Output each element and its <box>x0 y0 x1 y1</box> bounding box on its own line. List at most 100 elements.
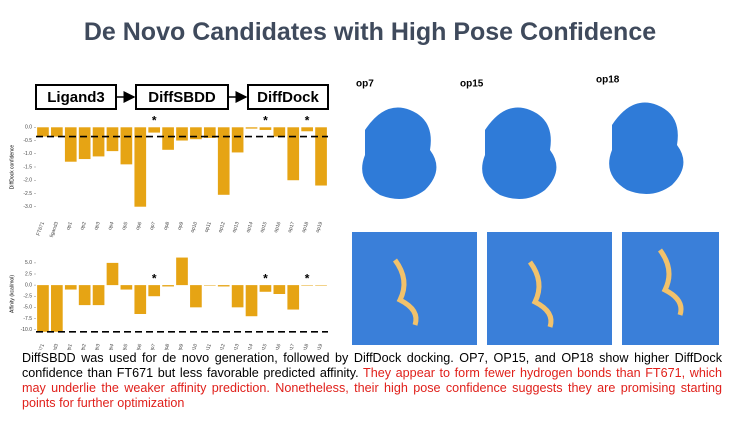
bar <box>217 285 230 287</box>
y-tick-label: 2.5 <box>25 271 32 277</box>
bar <box>176 257 188 286</box>
x-tick-label: op12 <box>217 343 227 350</box>
flow: Ligand3 DiffSBDD DiffDock <box>35 84 329 110</box>
bar <box>217 127 230 195</box>
image-label: op7 <box>356 79 374 90</box>
bar <box>287 285 300 310</box>
annotation: * <box>305 271 310 285</box>
x-tick-label: op1 <box>65 221 74 231</box>
bar <box>148 127 161 133</box>
x-tick-label: op15 <box>259 343 269 350</box>
x-tick-label: FT671 <box>35 343 46 350</box>
annotation: * <box>152 113 157 127</box>
bar <box>287 127 300 181</box>
x-tick-label: ligand3 <box>49 221 60 238</box>
y-axis-label: DiffDock confidence <box>9 145 15 190</box>
x-tick-label: op7 <box>149 221 158 231</box>
flow-label: DiffSBDD <box>148 89 216 106</box>
bar <box>37 127 49 137</box>
bar <box>245 127 258 129</box>
y-tick-label: 5.0 <box>25 260 32 266</box>
bar <box>37 285 49 332</box>
bar <box>92 285 105 306</box>
bar <box>273 127 286 137</box>
bar <box>92 127 105 157</box>
x-tick-label: op8 <box>163 221 172 231</box>
bar <box>51 285 63 332</box>
slide-title: De Novo Candidates with High Pose Confid… <box>83 18 657 46</box>
y-axis-label: Affinity (kcal/mol) <box>9 275 15 313</box>
flow-box <box>247 84 329 110</box>
x-tick-label: op8 <box>163 343 172 350</box>
x-tick-label: op9 <box>177 221 186 231</box>
x-tick-label: op6 <box>135 343 144 350</box>
bar <box>134 127 147 207</box>
y-tick-label: -1.0 <box>23 151 32 157</box>
bar <box>162 127 174 150</box>
bar <box>106 262 119 286</box>
x-tick-label: op6 <box>135 221 144 231</box>
bar <box>64 285 77 290</box>
x-tick-label: op9 <box>177 343 186 350</box>
bar <box>315 285 327 286</box>
x-tick-label: op16 <box>273 221 283 234</box>
bar <box>190 127 202 140</box>
x-tick-label: op10 <box>190 343 200 350</box>
x-tick-label: op5 <box>121 343 130 350</box>
y-tick-label: -1.5 <box>23 164 32 170</box>
x-tick-label: op4 <box>107 221 116 231</box>
flow-label: DiffDock <box>257 89 319 106</box>
x-tick-label: op19 <box>315 343 325 350</box>
x-tick-label: op13 <box>231 343 241 350</box>
y-tick-label: 0.0 <box>25 282 32 288</box>
x-tick-label: op17 <box>287 343 297 350</box>
caption: DiffSBDD was used for de novo generation… <box>22 351 722 411</box>
bar <box>162 285 174 287</box>
bar <box>301 285 313 286</box>
bar <box>106 127 119 152</box>
x-tick-label: op3 <box>93 221 102 231</box>
bar <box>259 285 272 292</box>
x-tick-label: op2 <box>79 221 88 231</box>
bar <box>231 285 244 308</box>
annotation: * <box>263 271 268 285</box>
x-tick-label: op3 <box>93 343 102 350</box>
bar <box>78 285 91 306</box>
x-tick-label: op7 <box>149 343 158 350</box>
x-tick-label: op19 <box>315 221 325 234</box>
bar <box>64 127 77 162</box>
caption-highlight: They appear to form fewer hydrogen bonds… <box>22 366 722 410</box>
flow-label: Ligand3 <box>47 89 105 106</box>
bar <box>203 127 216 138</box>
flow-box <box>35 84 117 110</box>
y-tick-label: -2.0 <box>23 178 32 184</box>
bar <box>259 127 272 130</box>
y-tick-label: -10.0 <box>21 327 33 333</box>
x-tick-label: op4 <box>107 343 116 350</box>
x-tick-label: op15 <box>259 221 269 234</box>
annotation: * <box>305 113 310 127</box>
x-tick-label: ligand3 <box>49 343 60 350</box>
figure: Ligand3 DiffSBDD DiffDock op7 op15 op18 … <box>9 75 719 350</box>
y-tick-label: -3.0 <box>23 204 32 210</box>
flow-box <box>135 84 229 110</box>
structures: op7 op15 op18 <box>352 75 719 345</box>
bar <box>190 285 202 308</box>
y-tick-label: -2.5 <box>23 191 32 197</box>
bar <box>78 127 91 160</box>
x-tick-label: op18 <box>301 343 311 350</box>
bar <box>120 127 133 165</box>
bar <box>315 127 327 186</box>
x-tick-label: op1 <box>65 343 74 350</box>
annotation: * <box>152 271 157 285</box>
x-tick-label: op11 <box>204 221 213 233</box>
y-tick-label: -7.5 <box>23 316 32 322</box>
bar <box>231 127 244 153</box>
y-tick-label: -0.5 <box>23 138 32 144</box>
y-tick-label: 0.0 <box>25 125 32 131</box>
x-tick-label: op11 <box>204 343 213 350</box>
x-tick-label: op10 <box>190 221 200 234</box>
bar <box>203 285 216 286</box>
bar <box>273 285 286 294</box>
x-tick-label: op14 <box>245 221 255 234</box>
